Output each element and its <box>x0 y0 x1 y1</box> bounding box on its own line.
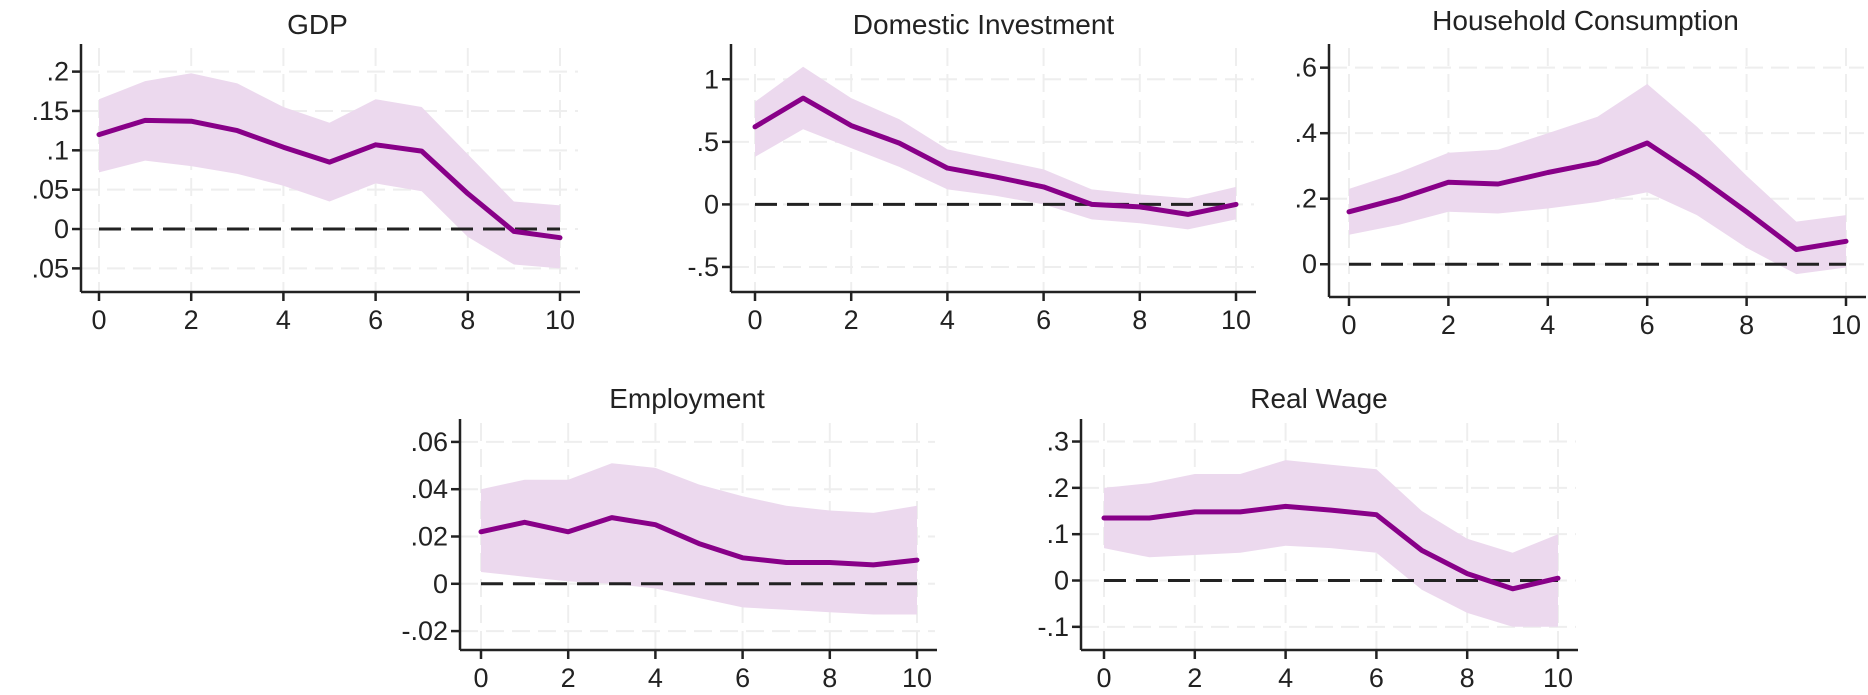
y-tick-label: .05 <box>31 175 69 205</box>
y-tick-label: .1 <box>46 135 69 165</box>
x-tick-label: 10 <box>1543 663 1573 693</box>
x-tick-label: 2 <box>184 305 199 335</box>
y-tick-label: .6 <box>1294 53 1317 83</box>
y-tick-label: 0 <box>1054 566 1069 596</box>
x-tick-label: 6 <box>368 305 383 335</box>
x-tick-label: 0 <box>91 305 106 335</box>
confidence-band <box>481 463 917 615</box>
panel-domestic-investment: Domestic Investment -.50.510 2 4 6 8 10 <box>687 9 1256 335</box>
x-tick-label: 8 <box>1460 663 1475 693</box>
y-tick-label: .06 <box>410 427 448 457</box>
x-tick-label: 0 <box>1341 310 1356 340</box>
y-tick-label: -.5 <box>687 252 719 282</box>
panel-gdp: GDP .05 0 .05 .1 .15 .2 0 2 4 6 8 10 <box>31 9 580 335</box>
confidence-band <box>1349 84 1846 275</box>
x-tick-label: 6 <box>1640 310 1655 340</box>
confidence-band <box>99 73 560 269</box>
panel-title: Household Consumption <box>1432 5 1739 36</box>
x-tick-label: 4 <box>648 663 663 693</box>
y-tick-label: .2 <box>1294 184 1317 214</box>
x-tick-label: 10 <box>902 663 932 693</box>
x-tick-label: 4 <box>1278 663 1293 693</box>
x-tick-label: 4 <box>276 305 291 335</box>
x-tick-label: 8 <box>1739 310 1754 340</box>
x-tick-label: 6 <box>735 663 750 693</box>
y-tick-label: 0 <box>433 569 448 599</box>
x-tick-label: 10 <box>545 305 575 335</box>
x-tick-label: 2 <box>1441 310 1456 340</box>
panel-title: Real Wage <box>1250 383 1387 414</box>
y-tick-label: .1 <box>1046 519 1069 549</box>
y-tick-label: .3 <box>1046 427 1069 457</box>
x-tick-label: 8 <box>1132 305 1147 335</box>
y-tick-label: 0 <box>54 214 69 244</box>
x-tick-label: 6 <box>1036 305 1051 335</box>
impulse-response-line <box>478 515 920 568</box>
y-tick-label: .05 <box>31 253 69 283</box>
x-tick-label: 0 <box>747 305 762 335</box>
confidence-band <box>1104 460 1558 627</box>
x-tick-label: 4 <box>940 305 955 335</box>
y-tick-label: .4 <box>1294 118 1317 148</box>
x-tick-label: 10 <box>1221 305 1251 335</box>
impulse-response-line <box>752 95 1239 217</box>
y-tick-label: -.1 <box>1037 612 1069 642</box>
x-tick-label: 6 <box>1369 663 1384 693</box>
panel-title: Domestic Investment <box>853 9 1115 40</box>
impulse-response-line <box>1101 503 1561 592</box>
x-tick-label: 2 <box>1187 663 1202 693</box>
y-tick-label: 0 <box>1302 249 1317 279</box>
y-tick-label: 1 <box>704 64 719 94</box>
x-tick-label: 8 <box>822 663 837 693</box>
y-tick-label: .2 <box>46 57 69 87</box>
y-tick-label: .04 <box>410 474 448 504</box>
panel-title: Employment <box>609 383 765 414</box>
x-tick-label: 8 <box>460 305 475 335</box>
impulse-response-line <box>1346 140 1849 252</box>
y-tick-label: .15 <box>31 96 69 126</box>
x-tick-label: 0 <box>1096 663 1111 693</box>
x-tick-label: 4 <box>1540 310 1555 340</box>
x-tick-label: 2 <box>844 305 859 335</box>
impulse-response-line <box>96 117 563 241</box>
y-tick-label: .5 <box>696 127 719 157</box>
panel-real-wage: Real Wage -.1 0 .1 .2 .3 0 2 4 6 8 10 <box>1037 383 1578 693</box>
panel-title: GDP <box>287 9 348 40</box>
x-tick-label: 10 <box>1831 310 1861 340</box>
panel-employment: Employment -.02 0 .02 .04 .06 0 2 4 6 8 10 <box>401 383 937 693</box>
y-tick-label: 0 <box>704 189 719 219</box>
y-tick-label: -.02 <box>401 616 448 646</box>
panel-household-consumption: Household Consumption 0 .2 .4 .6 0 2 4 6 8 10 <box>1294 5 1866 340</box>
x-tick-label: 2 <box>561 663 576 693</box>
y-tick-label: .2 <box>1046 473 1069 503</box>
x-tick-label: 0 <box>473 663 488 693</box>
y-tick-label: .02 <box>410 522 448 552</box>
